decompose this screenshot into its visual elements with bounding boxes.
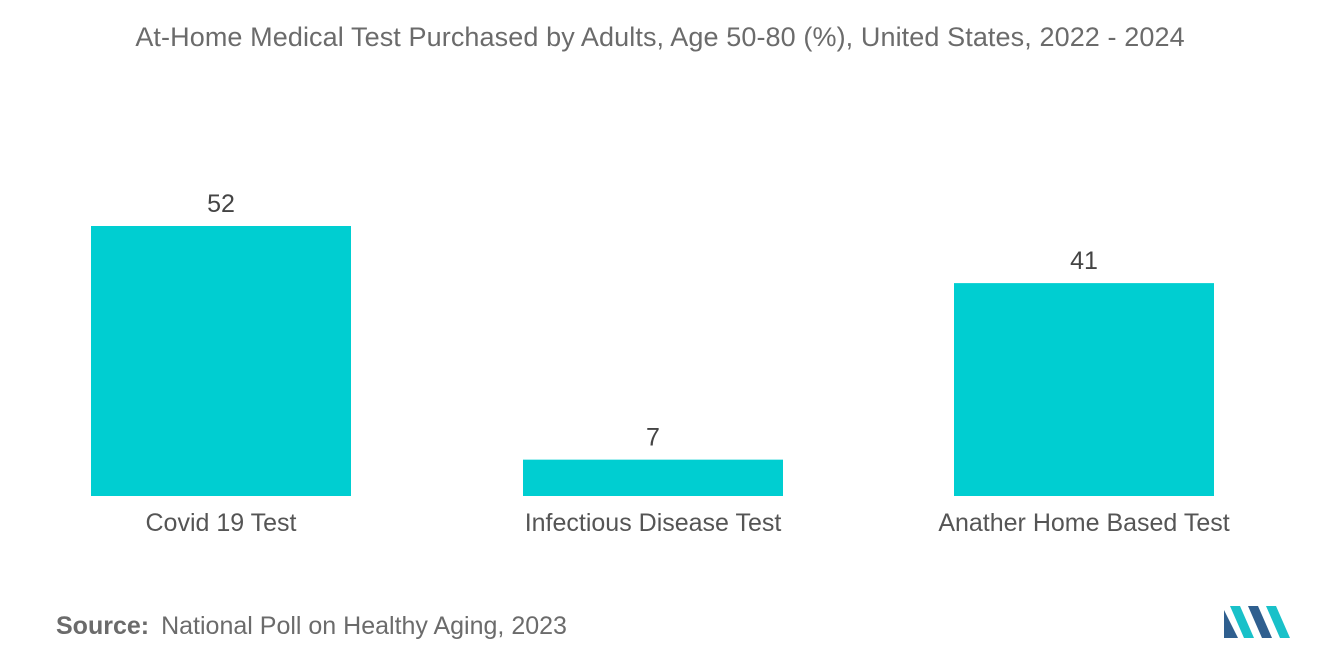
category-label-3: Anather Home Based Test: [938, 509, 1229, 537]
bar-3: [954, 283, 1214, 496]
source-key: Source:: [56, 612, 150, 640]
bar-2: [523, 459, 783, 496]
category-label-1: Covid 19 Test: [145, 509, 296, 537]
chart-title: At-Home Medical Test Purchased by Adults…: [135, 22, 1185, 52]
data-label-1: 52: [207, 190, 235, 218]
source-line: Source: National Poll on Healthy Aging, 2…: [56, 612, 567, 641]
category-label-2: Infectious Disease Test: [525, 509, 782, 537]
data-label-3: 41: [1070, 247, 1098, 275]
bar-1: [91, 226, 351, 496]
source-text: National Poll on Healthy Aging, 2023: [161, 612, 567, 640]
data-label-2: 7: [646, 424, 660, 452]
mordor-intelligence-logo-icon: [1224, 606, 1290, 638]
bar-chart: 52 Covid 19 Test 7 Infectious Disease Test 4…: [91, 190, 1230, 537]
